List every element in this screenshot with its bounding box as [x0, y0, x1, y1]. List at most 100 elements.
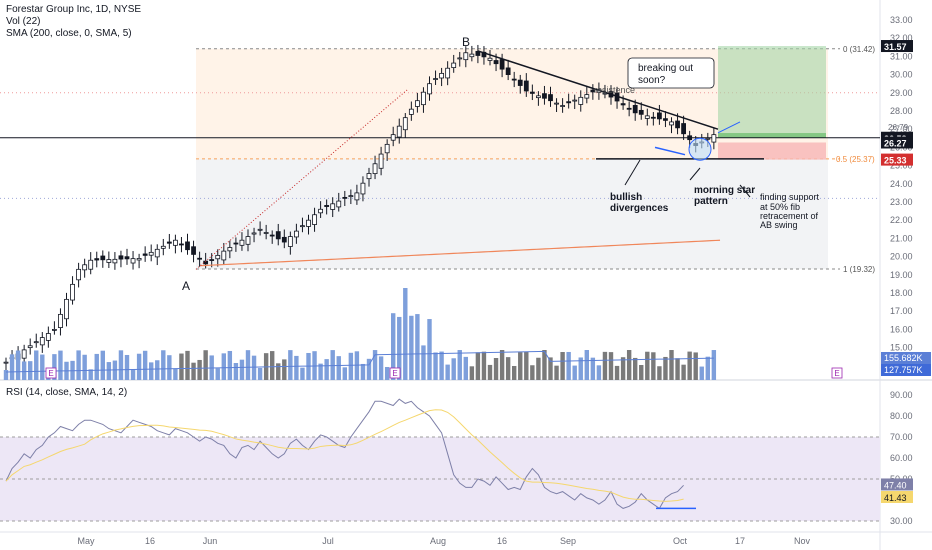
volume-bar [227, 350, 233, 380]
rsi-tick: 60.00 [890, 453, 913, 463]
volume-bar [457, 350, 462, 380]
candle-body [112, 258, 118, 264]
bullish-label-1: bullish [610, 192, 642, 203]
candle-body [3, 361, 9, 364]
price-tick: 28.00 [890, 106, 913, 116]
time-tick: Jul [322, 536, 334, 546]
volume-bar [493, 358, 499, 380]
price-tick: 20.00 [890, 252, 913, 262]
candle-body [457, 57, 463, 60]
price-tick: 24.00 [890, 179, 913, 189]
stop-price-label: 25.33 [884, 156, 907, 166]
volume-bar [699, 366, 704, 380]
arrow-bullish [624, 159, 641, 186]
price-tick: 33.00 [890, 15, 913, 25]
volume-bar [245, 350, 251, 380]
volume-bar [524, 351, 529, 380]
stop-top-label: 26.27 [884, 138, 907, 148]
label-b: B [462, 35, 470, 49]
candle-body [372, 163, 378, 175]
stop-zone [718, 142, 826, 160]
time-tick: Jun [203, 536, 218, 546]
time-tick: 17 [735, 536, 745, 546]
candle-body [94, 258, 100, 261]
volume-bar [433, 352, 438, 380]
volume-bar [487, 364, 493, 380]
candle-body [517, 79, 523, 86]
volume-bar [52, 354, 57, 380]
volume-bar [270, 351, 275, 380]
volume-bar [584, 350, 589, 380]
volume-bar [663, 356, 668, 380]
candle-body [257, 228, 263, 231]
volume-bar [560, 352, 565, 380]
resistance-line [477, 50, 719, 130]
candle-body [560, 105, 565, 107]
stop-top-label-bg [881, 136, 913, 149]
price-tick: 23.00 [890, 197, 913, 207]
breakout-arrow [717, 121, 741, 134]
candle-body [463, 52, 469, 61]
candle-body [154, 248, 160, 258]
volume-ma-line [5, 350, 714, 373]
candle-body [166, 241, 172, 244]
volume-bar [149, 362, 154, 380]
volume-bar [469, 366, 475, 380]
candle-body [632, 104, 638, 114]
candle-body [324, 205, 330, 207]
volume-bar [142, 350, 148, 380]
rsi-value-bg [881, 478, 913, 491]
fib-label-zero: 0 (31.42) [843, 45, 875, 54]
candle-body [191, 246, 196, 255]
candle-body [160, 245, 166, 249]
volume-bar [536, 357, 541, 380]
bullish-label-2: divergences [610, 203, 669, 214]
volume-bar [191, 362, 196, 380]
morning-star-circle [688, 137, 712, 161]
candle-body [487, 57, 493, 61]
candle-body [578, 96, 584, 105]
volume-bar [427, 319, 432, 380]
volume-bar [118, 350, 124, 380]
sma-legend: SMA (200, close, 0, SMA, 5) [6, 28, 132, 39]
volume-bar [124, 354, 130, 380]
volume-bar [530, 365, 535, 380]
volume-bar [185, 350, 190, 380]
candle-body [130, 258, 136, 264]
volume-bar [136, 353, 142, 380]
candle-body [354, 192, 360, 201]
volume-bar [342, 367, 347, 380]
fib-label-one: 1 (19.32) [843, 265, 875, 274]
candle-body [681, 123, 686, 135]
volume-bar [288, 350, 293, 380]
fib-note-2: at 50% fib [760, 202, 800, 212]
candle-body [58, 313, 63, 328]
volume-bar [155, 360, 160, 380]
volume-bar [651, 352, 656, 380]
candle-body [421, 91, 426, 106]
rsi-tick: 30.00 [890, 516, 913, 526]
volume-bar [15, 350, 21, 380]
volume-bar [21, 361, 27, 380]
price-tick: 32.00 [890, 33, 913, 43]
candle-body [499, 59, 505, 70]
volume-bar [161, 350, 166, 380]
candle-body [118, 255, 124, 260]
volume-bar [451, 358, 456, 380]
morning-label-2: pattern [694, 196, 728, 207]
volume-bar [415, 314, 420, 380]
chart-legend: Forestar Group Inc, 1D, NYSE Vol (22) SM… [6, 4, 141, 40]
volume-bar [475, 352, 481, 380]
candle-body [82, 264, 88, 271]
candle-body [227, 247, 233, 252]
rsi-tick: 90.00 [890, 390, 913, 400]
candle-body [554, 102, 559, 105]
fib-note-1: finding support [760, 192, 820, 202]
volume-bar [233, 363, 239, 380]
volume-bar [669, 350, 674, 380]
candle-body [523, 80, 529, 92]
candle-body [408, 108, 414, 115]
candle-body [306, 219, 311, 227]
entry-price-label: 26.79 [888, 123, 909, 132]
